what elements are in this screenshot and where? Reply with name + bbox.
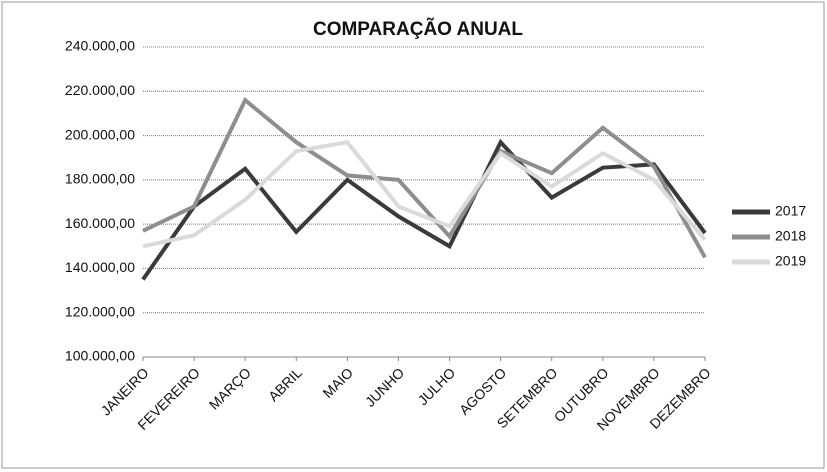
series-line bbox=[142, 140, 707, 249]
legend-label: 2018 bbox=[775, 228, 806, 244]
y-tick-label: 140.000,00 bbox=[65, 259, 135, 275]
legend-label: 2019 bbox=[775, 253, 806, 269]
series-line bbox=[142, 96, 707, 259]
y-tick-label: 120.000,00 bbox=[65, 303, 135, 319]
chart-title: COMPARAÇÃO ANUAL bbox=[313, 18, 523, 40]
y-tick-label: 220.000,00 bbox=[65, 82, 135, 98]
y-tick-label: 200.000,00 bbox=[65, 126, 135, 142]
y-tick-label: 180.000,00 bbox=[65, 171, 135, 187]
y-tick-label: 160.000,00 bbox=[65, 215, 135, 231]
legend-label: 2017 bbox=[775, 203, 806, 219]
series-line bbox=[141, 138, 707, 281]
y-tick-label: 240.000,00 bbox=[65, 38, 135, 54]
y-tick-label: 100.000,00 bbox=[65, 348, 135, 364]
